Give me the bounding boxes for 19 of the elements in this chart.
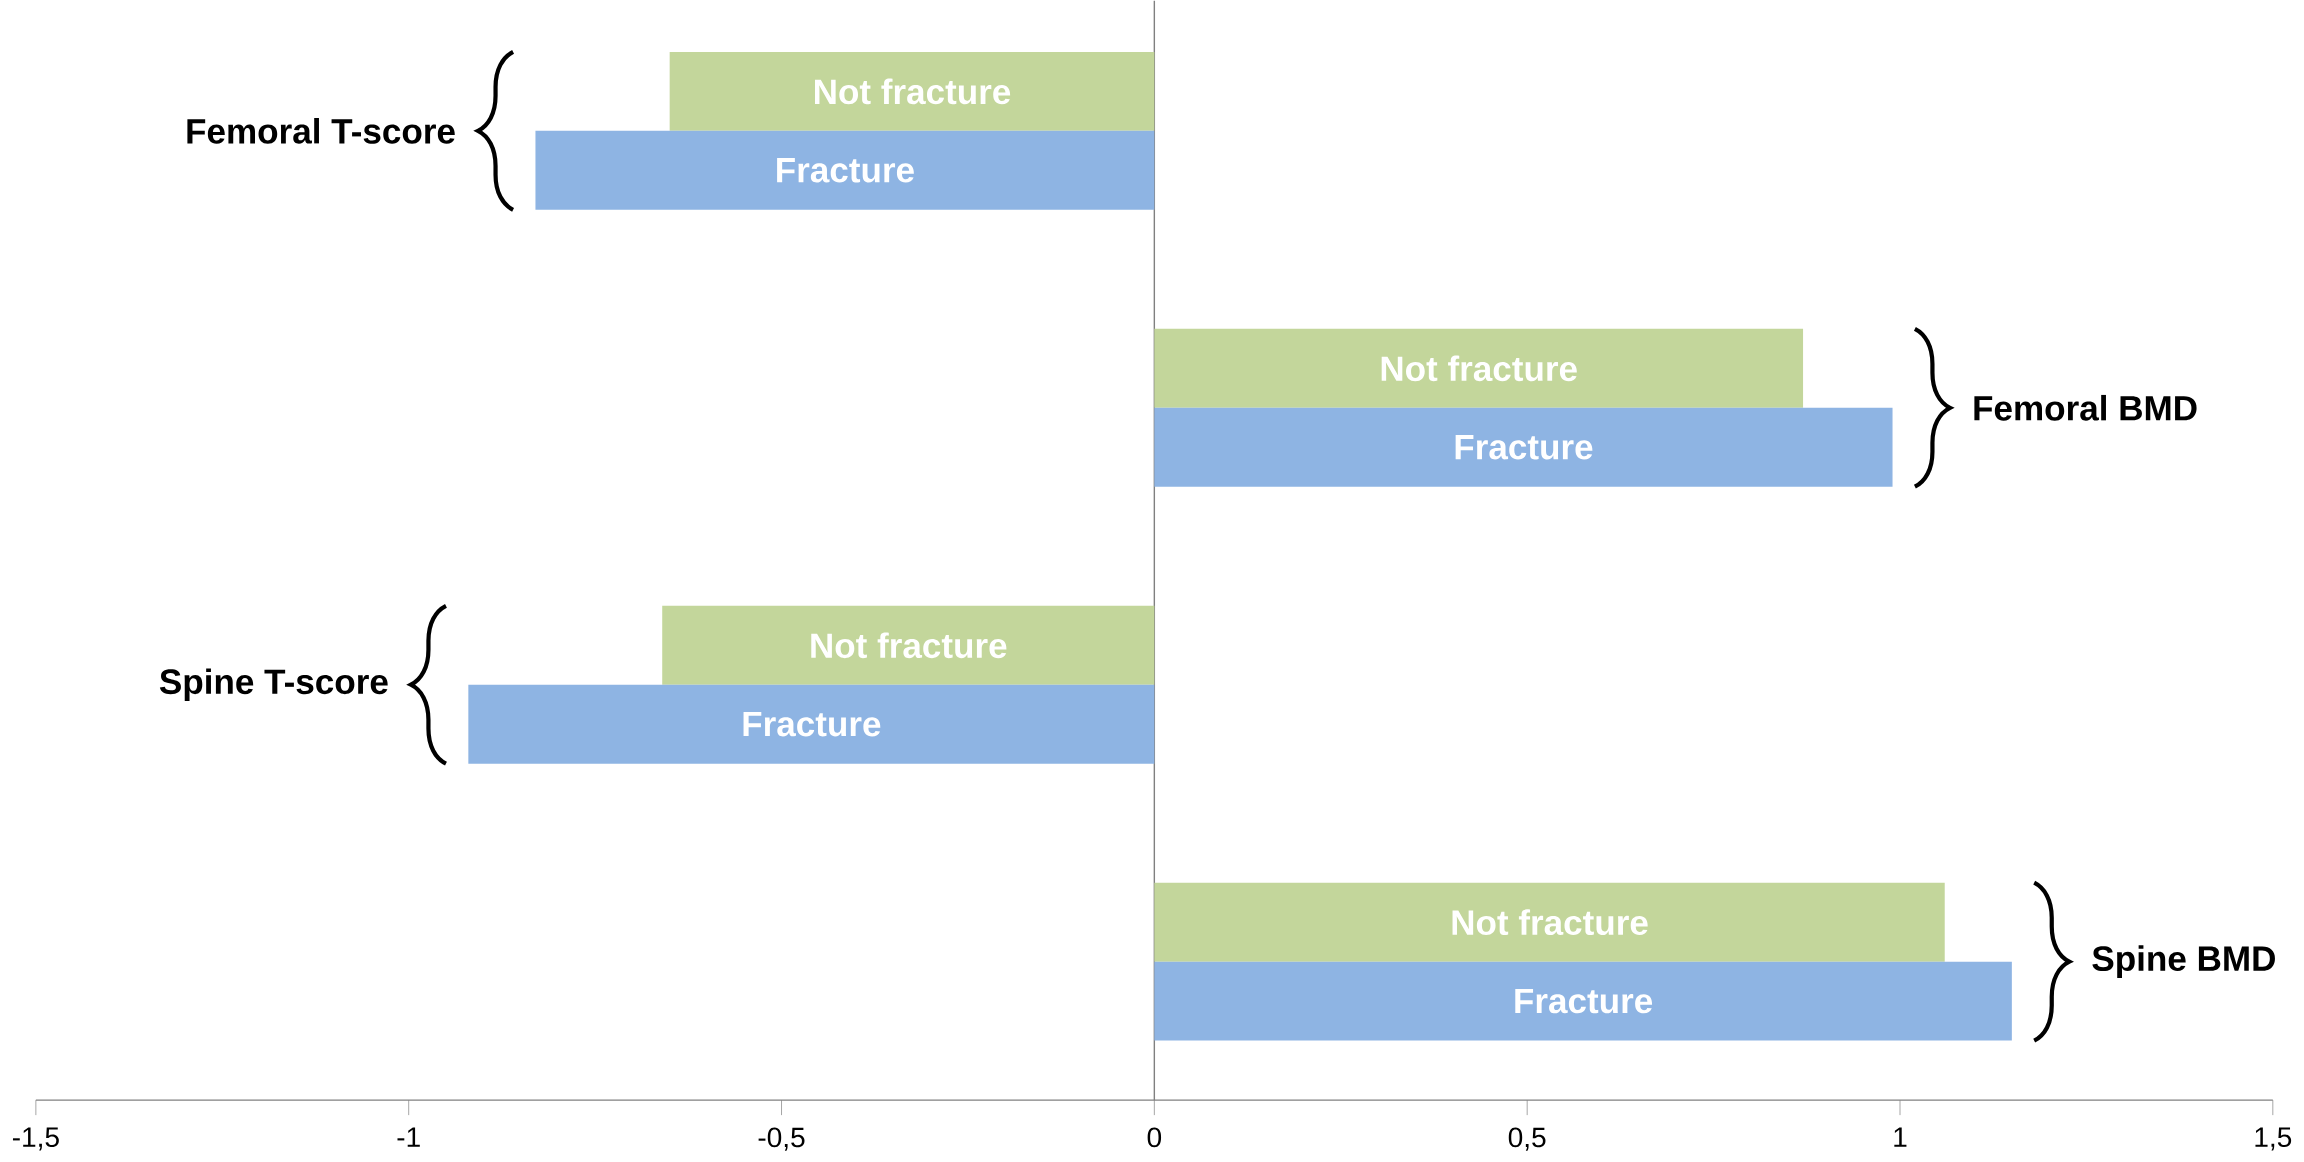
x-tick-label: -1 [397, 1127, 420, 1147]
y-tick-label: Spine T-score [159, 668, 388, 701]
text: Not fracture [1452, 909, 1648, 935]
text: Not fracture [815, 78, 1011, 105]
text: Not fracture [1381, 355, 1577, 382]
x-tick-label: -1,5 [12, 1127, 59, 1151]
y-tick-label: Femoral T-score [187, 117, 455, 144]
text: Fracture [777, 157, 914, 183]
x-tick-label: -0,5 [758, 1127, 805, 1151]
y-tick-label: Femoral BMD [1974, 394, 2197, 421]
x-tick-label: 1 [1894, 1127, 1907, 1147]
x-tick-label: 0 [1147, 1127, 1162, 1148]
x-tick-label: 0,5 [1508, 1127, 1546, 1151]
series-label: Fracture [1455, 434, 1593, 460]
x-tick-label: 1,5 [2255, 1127, 2292, 1151]
text: Fracture [1515, 988, 1653, 1014]
y-tick-label: Spine BMD [2092, 945, 2275, 978]
series-label: Not fracture [811, 632, 1007, 658]
text: Fracture [743, 711, 881, 737]
